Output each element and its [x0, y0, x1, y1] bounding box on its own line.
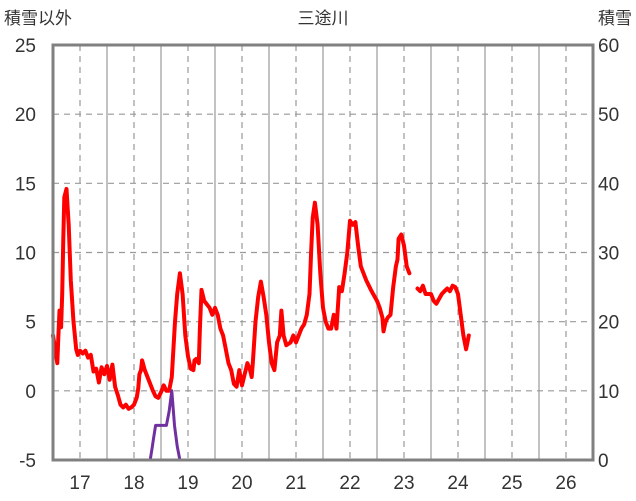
y-right-tick-label: 50: [598, 105, 619, 126]
x-tick-label: 23: [393, 473, 414, 494]
y-left-tick-label: -5: [19, 451, 36, 472]
y-right-tick-label: 0: [598, 451, 609, 472]
x-tick-label: 19: [177, 473, 198, 494]
series-line-0: [51, 186, 412, 411]
x-tick-label: 25: [501, 473, 522, 494]
y-right-tick-label: 40: [598, 174, 619, 195]
y-left-tick-label: 15: [15, 174, 36, 195]
x-tick-label: 24: [447, 473, 469, 494]
y-right-tick-label: 60: [598, 36, 619, 57]
y-right-tick-label: 10: [598, 382, 619, 403]
x-tick-label: 18: [123, 473, 144, 494]
y-right-tick-label: 30: [598, 244, 619, 265]
y-left-tick-label: 20: [15, 105, 36, 126]
x-tick-label: 20: [231, 473, 252, 494]
chart-title: 三途川: [298, 9, 349, 29]
x-tick-label: 22: [339, 473, 360, 494]
series-line-2: [51, 389, 595, 462]
plot-frame: [51, 43, 595, 462]
y-left-tick-label: 5: [25, 313, 36, 334]
series-line-1: [415, 283, 471, 352]
x-tick-label: 21: [285, 473, 306, 494]
y-left-tick-label: 10: [15, 244, 36, 265]
y-right-tick-label: 20: [598, 313, 619, 334]
y-left-tick-label: 25: [15, 36, 36, 57]
x-tick-label: 26: [555, 473, 576, 494]
x-tick-label: 17: [69, 473, 90, 494]
left-axis-title: 積雪以外: [4, 9, 72, 29]
right-axis-title: 積雪: [598, 9, 632, 29]
y-left-tick-label: 0: [25, 382, 36, 403]
